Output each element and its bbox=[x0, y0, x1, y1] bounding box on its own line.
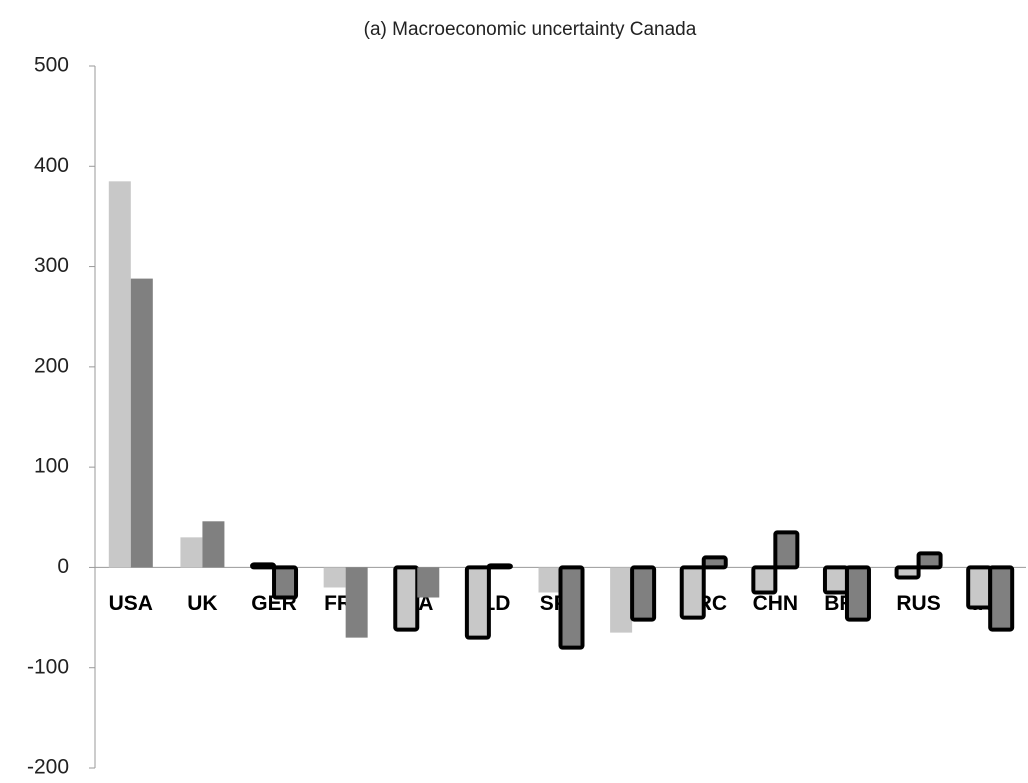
bar bbox=[822, 565, 849, 595]
bar bbox=[916, 551, 943, 570]
bar bbox=[180, 537, 203, 568]
y-tick-label: 400 bbox=[34, 154, 69, 177]
bar bbox=[751, 565, 778, 595]
bar bbox=[108, 181, 131, 568]
bar bbox=[393, 565, 420, 632]
bar bbox=[417, 567, 440, 598]
bar bbox=[250, 562, 277, 570]
y-tick-label: 100 bbox=[34, 455, 69, 478]
y-tick-label: -100 bbox=[27, 655, 69, 678]
bar bbox=[701, 555, 728, 570]
bar bbox=[464, 565, 491, 640]
bar bbox=[202, 521, 225, 568]
bar bbox=[630, 565, 657, 622]
bar bbox=[130, 278, 153, 568]
y-tick-label: 200 bbox=[34, 354, 69, 377]
bar bbox=[538, 567, 561, 593]
x-tick-label: RUS bbox=[896, 592, 940, 615]
bar bbox=[558, 565, 585, 650]
bar bbox=[323, 567, 346, 588]
bar bbox=[844, 565, 871, 622]
bar bbox=[966, 565, 993, 610]
x-tick-label: CHN bbox=[753, 592, 799, 615]
y-tick-label: 0 bbox=[57, 555, 69, 578]
y-tick-label: -200 bbox=[27, 756, 69, 779]
y-tick-label: 500 bbox=[34, 54, 69, 77]
x-tick-label: USA bbox=[109, 592, 153, 615]
bar bbox=[679, 565, 706, 620]
bar bbox=[894, 565, 921, 580]
bar bbox=[988, 565, 1015, 632]
x-tick-label: UK bbox=[187, 592, 217, 615]
bar bbox=[610, 567, 633, 633]
bar bbox=[486, 563, 513, 570]
y-tick-label: 300 bbox=[34, 254, 69, 277]
bar bbox=[773, 530, 800, 570]
bar bbox=[345, 567, 368, 638]
chart-title: (a) Macroeconomic uncertainty Canada bbox=[364, 19, 697, 40]
bar bbox=[272, 565, 299, 600]
